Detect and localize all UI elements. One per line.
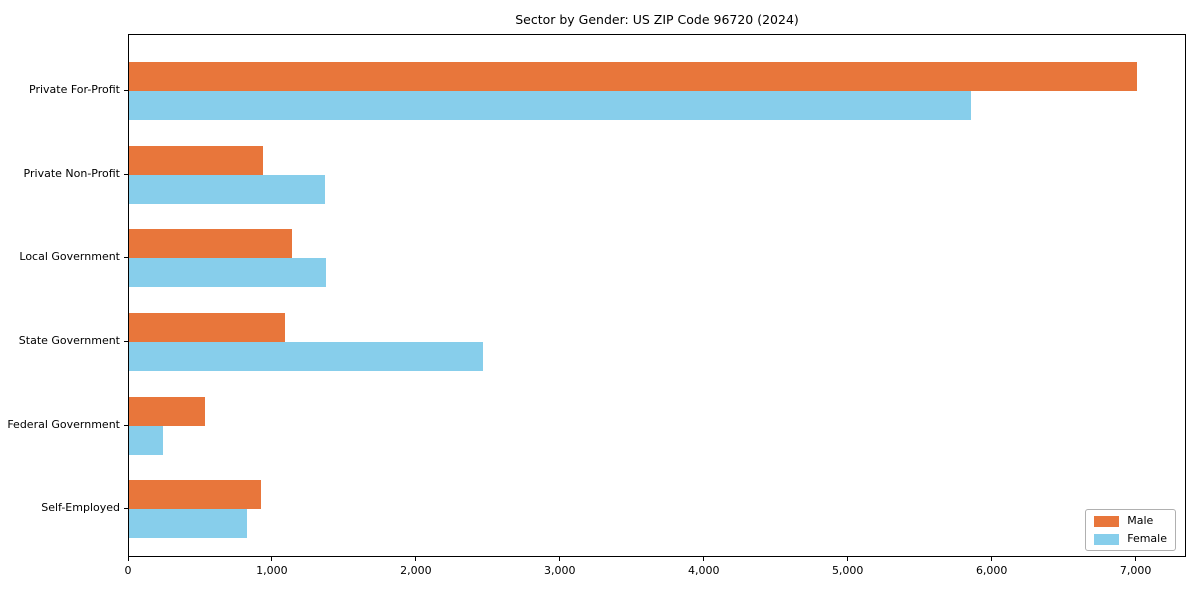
bar-male-private-for-profit (129, 62, 1137, 91)
legend-label-male: Male (1127, 514, 1154, 527)
x-tick-mark (559, 557, 561, 561)
bar-male-private-non-profit (129, 145, 263, 175)
bar-female-private-for-profit (129, 91, 972, 120)
chart-title: Sector by Gender: US ZIP Code 96720 (202… (515, 12, 799, 27)
y-tick-label-local-government: Local Government (19, 250, 120, 264)
y-tick-label-state-government: State Government (18, 333, 120, 347)
x-tick-label-5-000: 5,000 (831, 564, 864, 577)
bar-female-federal-government (129, 425, 163, 455)
bar-female-local-government (129, 258, 327, 288)
x-tick-mark (703, 557, 705, 561)
y-tick-label-private-non-profit: Private Non-Profit (23, 166, 120, 180)
y-tick-mark (124, 508, 128, 510)
x-tick-label-4-000: 4,000 (688, 564, 720, 577)
x-tick-mark (127, 557, 129, 561)
bar-female-self-employed (129, 509, 247, 539)
x-tick-mark (415, 557, 417, 561)
y-tick-mark (124, 424, 128, 426)
y-tick-mark (124, 340, 128, 342)
y-tick-mark (124, 173, 128, 175)
legend-swatch-female (1094, 533, 1120, 545)
y-tick-label-private-for-profit: Private For-Profit (29, 83, 120, 96)
bar-female-private-non-profit (129, 174, 325, 204)
legend-label-female: Female (1127, 532, 1167, 545)
y-tick-label-self-employed: Self-Employed (41, 501, 120, 515)
y-tick-mark (124, 90, 128, 91)
x-tick-label-6-000: 6,000 (975, 564, 1008, 577)
legend-item-female: Female (1094, 533, 1167, 545)
plot-area: Male Female (128, 34, 1186, 557)
bar-male-local-government (129, 229, 292, 259)
legend-item-male: Male (1094, 515, 1167, 527)
bar-male-state-government (129, 312, 285, 342)
legend-swatch-male (1094, 515, 1120, 527)
x-tick-label-0: 0 (124, 564, 132, 577)
x-tick-label-7-000: 7,000 (1119, 564, 1152, 577)
bar-female-state-government (129, 341, 484, 371)
x-tick-mark (991, 557, 993, 561)
x-tick-label-3-000: 3,000 (544, 564, 576, 577)
y-tick-mark (124, 257, 128, 259)
legend: Male Female (1085, 509, 1176, 551)
bar-male-federal-government (129, 396, 206, 426)
x-tick-label-2-000: 2,000 (400, 564, 432, 577)
x-tick-label-1-000: 1,000 (256, 564, 288, 577)
x-tick-mark (271, 557, 273, 561)
y-tick-label-federal-government: Federal Government (7, 417, 120, 431)
bar-male-self-employed (129, 480, 262, 510)
x-tick-mark (1135, 557, 1137, 561)
x-tick-mark (847, 557, 849, 561)
